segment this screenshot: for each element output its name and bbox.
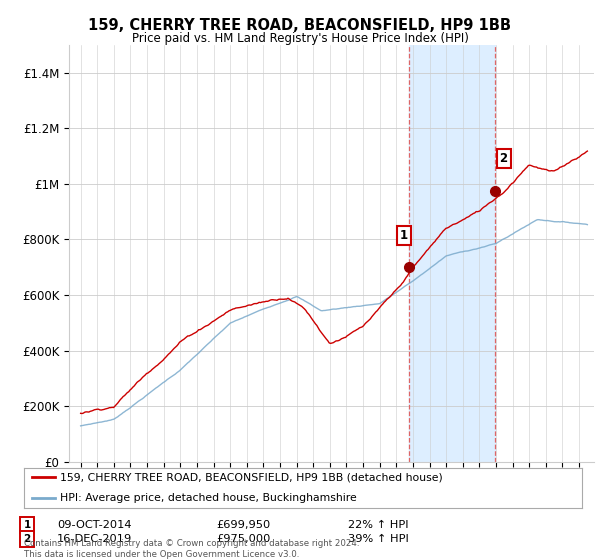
Text: 2: 2	[23, 534, 31, 544]
Text: £975,000: £975,000	[216, 534, 271, 544]
Text: 159, CHERRY TREE ROAD, BEACONSFIELD, HP9 1BB: 159, CHERRY TREE ROAD, BEACONSFIELD, HP9…	[89, 18, 511, 34]
Text: £699,950: £699,950	[216, 520, 270, 530]
Text: 16-DEC-2019: 16-DEC-2019	[57, 534, 132, 544]
Text: 39% ↑ HPI: 39% ↑ HPI	[348, 534, 409, 544]
Text: 1: 1	[23, 520, 31, 530]
Text: Price paid vs. HM Land Registry's House Price Index (HPI): Price paid vs. HM Land Registry's House …	[131, 32, 469, 45]
Text: 159, CHERRY TREE ROAD, BEACONSFIELD, HP9 1BB (detached house): 159, CHERRY TREE ROAD, BEACONSFIELD, HP9…	[60, 472, 443, 482]
Text: 22% ↑ HPI: 22% ↑ HPI	[348, 520, 409, 530]
Text: Contains HM Land Registry data © Crown copyright and database right 2024.
This d: Contains HM Land Registry data © Crown c…	[24, 539, 359, 559]
Text: 2: 2	[500, 152, 508, 165]
Bar	[409, 45, 496, 462]
Text: HPI: Average price, detached house, Buckinghamshire: HPI: Average price, detached house, Buck…	[60, 493, 357, 503]
Text: 09-OCT-2014: 09-OCT-2014	[57, 520, 131, 530]
Text: 1: 1	[400, 229, 408, 242]
